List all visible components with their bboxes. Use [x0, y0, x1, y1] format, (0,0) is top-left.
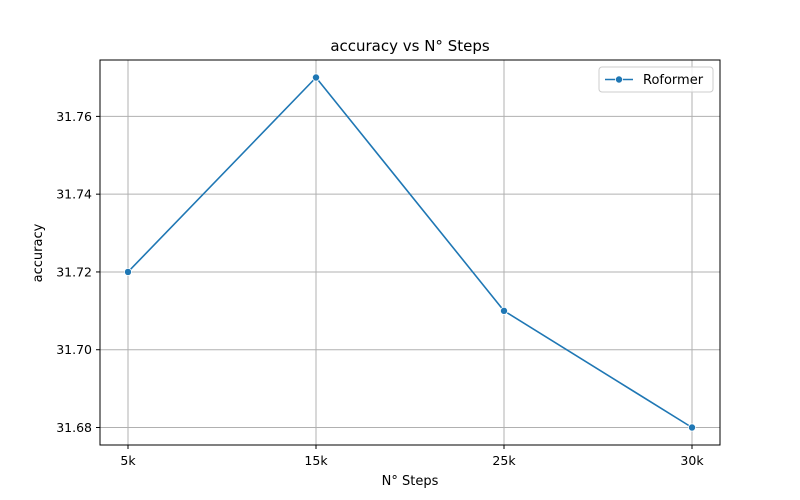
data-point: [499, 306, 508, 315]
y-tick-label: 31.74: [56, 187, 92, 202]
data-point: [311, 73, 320, 82]
data-point: [688, 423, 697, 432]
x-tick-label: 30k: [680, 453, 704, 468]
y-tick-label: 31.72: [56, 264, 92, 279]
y-tick-label: 31.68: [56, 420, 92, 435]
series-line-roformer: [127, 76, 693, 429]
y-tick-label: 31.76: [56, 109, 92, 124]
legend: Roformer: [598, 66, 714, 93]
series-layer: [124, 73, 697, 432]
axis-ticks: 5k 15k 25k 30k 31.68 31.70 31.72 31.74 31.76: [56, 109, 704, 468]
plot-frame: [99, 59, 721, 446]
y-axis-label: accuracy: [31, 223, 46, 282]
chart-title: accuracy vs N° Steps: [330, 37, 490, 55]
data-point: [124, 267, 133, 276]
legend-marker-roformer: [615, 75, 624, 84]
x-tick-label: 25k: [492, 453, 516, 468]
x-axis-label: N° Steps: [382, 474, 439, 489]
y-tick-label: 31.70: [56, 342, 92, 357]
legend-box: [598, 66, 714, 93]
x-tick-label: 5k: [120, 453, 136, 468]
x-tick-label: 15k: [304, 453, 328, 468]
legend-label-roformer: Roformer: [643, 73, 704, 88]
